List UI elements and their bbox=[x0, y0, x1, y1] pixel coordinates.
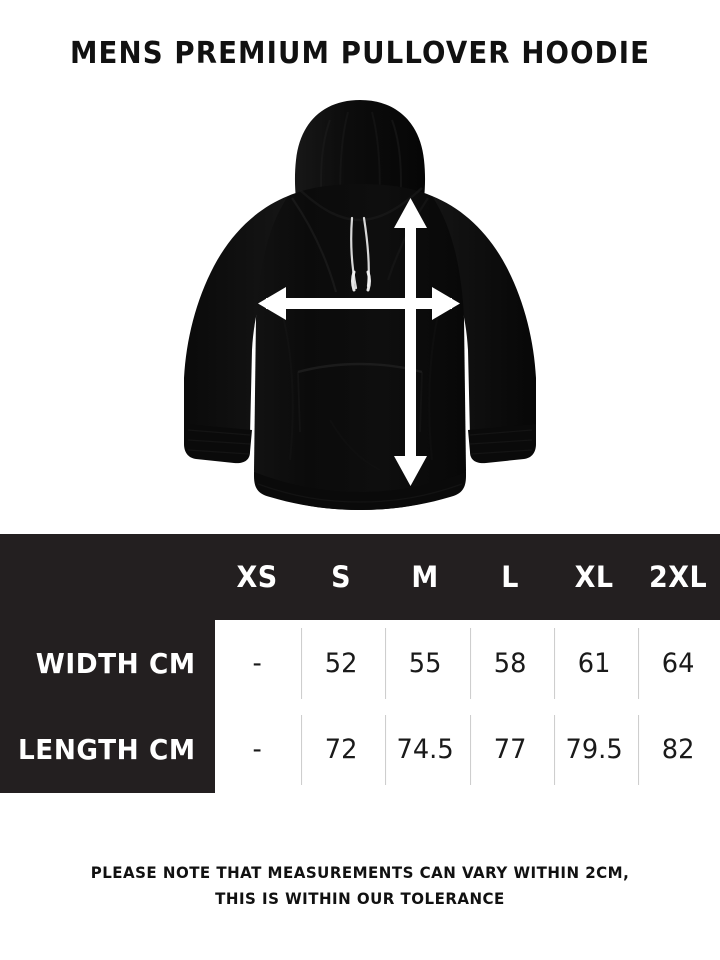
column-header-xl: XL bbox=[574, 560, 614, 594]
table-row: WIDTH CM - 52 55 58 61 64 bbox=[0, 620, 720, 707]
cell-width-2xl: 64 bbox=[638, 620, 718, 707]
column-header-s: S bbox=[331, 560, 352, 594]
tolerance-note-line-1: PLEASE NOTE THAT MEASUREMENTS CAN VARY W… bbox=[90, 863, 630, 882]
cell-width-xl: 61 bbox=[553, 620, 634, 707]
cell-length-2xl: 82 bbox=[638, 707, 718, 794]
table-header-row: XS S M L XL 2XL bbox=[215, 534, 720, 620]
row-cells-width: - 52 55 58 61 64 bbox=[215, 620, 720, 707]
row-label-width: WIDTH CM bbox=[35, 646, 196, 680]
page-title: MENS PREMIUM PULLOVER HOODIE bbox=[69, 36, 651, 71]
table-row: LENGTH CM - 72 74.5 77 79.5 82 bbox=[0, 707, 720, 794]
garment-illustration bbox=[184, 100, 536, 510]
cell-width-s: 52 bbox=[301, 620, 381, 707]
hoodie-body bbox=[254, 184, 466, 510]
drawstrings bbox=[350, 216, 371, 292]
length-arrow bbox=[394, 198, 427, 486]
size-chart-table: XS S M L XL 2XL WIDTH CM - 52 55 58 61 6… bbox=[0, 534, 720, 793]
right-sleeve bbox=[432, 196, 536, 464]
cell-length-xl: 79.5 bbox=[553, 707, 634, 794]
column-header-xs: XS bbox=[236, 560, 278, 594]
column-header-l: L bbox=[500, 560, 519, 594]
cell-width-l: 58 bbox=[469, 620, 550, 707]
cell-width-xs: - bbox=[252, 647, 262, 679]
cell-length-m: 74.5 bbox=[385, 707, 465, 794]
column-header-m: M bbox=[411, 560, 440, 594]
tolerance-note-line-2: THIS IS WITHIN OUR TOLERANCE bbox=[215, 889, 505, 908]
column-header-2xl: 2XL bbox=[648, 560, 708, 594]
cell-length-xs: - bbox=[252, 734, 262, 766]
cell-width-m: 55 bbox=[385, 620, 465, 707]
cell-length-s: 72 bbox=[301, 707, 381, 794]
row-label-length: LENGTH CM bbox=[17, 733, 196, 767]
table-data-background bbox=[215, 620, 720, 793]
cell-length-l: 77 bbox=[469, 707, 550, 794]
left-sleeve bbox=[184, 196, 288, 464]
row-cells-length: - 72 74.5 77 79.5 82 bbox=[215, 707, 720, 794]
width-arrow bbox=[258, 287, 460, 320]
tolerance-note: PLEASE NOTE THAT MEASUREMENTS CAN VARY W… bbox=[22, 860, 699, 912]
table-body: WIDTH CM - 52 55 58 61 64 LENGTH CM - 72… bbox=[0, 620, 720, 793]
hoodie-graphic bbox=[184, 100, 536, 510]
